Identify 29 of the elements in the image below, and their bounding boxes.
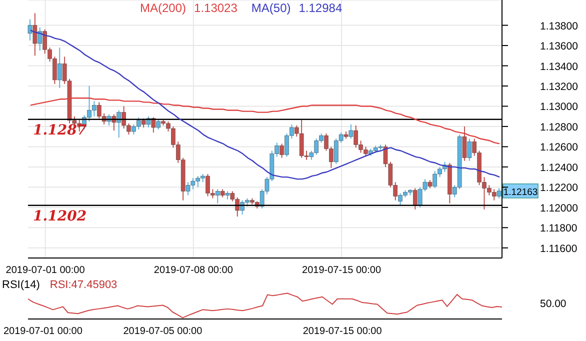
x-tick-label: 2019-07-01 00:00 bbox=[3, 326, 83, 337]
x-tick-label: 2019-07-15 00:00 bbox=[302, 326, 382, 337]
line-series bbox=[30, 98, 500, 144]
ref-line-label: 1.1287 bbox=[33, 122, 87, 138]
text: MA(200) bbox=[140, 1, 186, 15]
chart-title: RSI(14) bbox=[2, 279, 40, 291]
x-tick-label: 2019-07-15 00:00 bbox=[302, 265, 382, 276]
ref-line-label: 1.1202 bbox=[33, 208, 87, 224]
y-tick-label: 1.12800 bbox=[540, 121, 578, 134]
y-tick-label: 1.13200 bbox=[540, 81, 578, 93]
y-tick-label: 1.13400 bbox=[540, 60, 578, 73]
y-tick-label: 1.12600 bbox=[540, 142, 578, 154]
annotation: 1.13023 bbox=[194, 1, 238, 15]
y-tick-label: 1.13800 bbox=[540, 20, 578, 32]
y-tick-label: 1.13600 bbox=[540, 40, 578, 53]
y-tick-label: 1.11800 bbox=[540, 222, 578, 235]
y-tick-label: 1.12200 bbox=[540, 182, 578, 194]
x-tick-label: 2019-07-05 00:00 bbox=[123, 326, 203, 337]
annotation: 1.12984 bbox=[298, 1, 342, 15]
y-tick-label: 1.12400 bbox=[540, 162, 578, 174]
text: MA(50) bbox=[251, 1, 291, 15]
y-tick-label: 1.11600 bbox=[540, 242, 578, 255]
text: RSI:47.45903 bbox=[50, 279, 118, 291]
x-tick-label: 2019-07-08 00:00 bbox=[154, 265, 234, 276]
y-tick-label: 1.13000 bbox=[540, 101, 578, 114]
text: 1.12163 bbox=[503, 186, 538, 198]
y-tick-label: 1.12000 bbox=[540, 202, 578, 214]
x-tick-label: 2019-07-01 00:00 bbox=[6, 265, 86, 276]
text: 50.00 bbox=[540, 298, 566, 310]
